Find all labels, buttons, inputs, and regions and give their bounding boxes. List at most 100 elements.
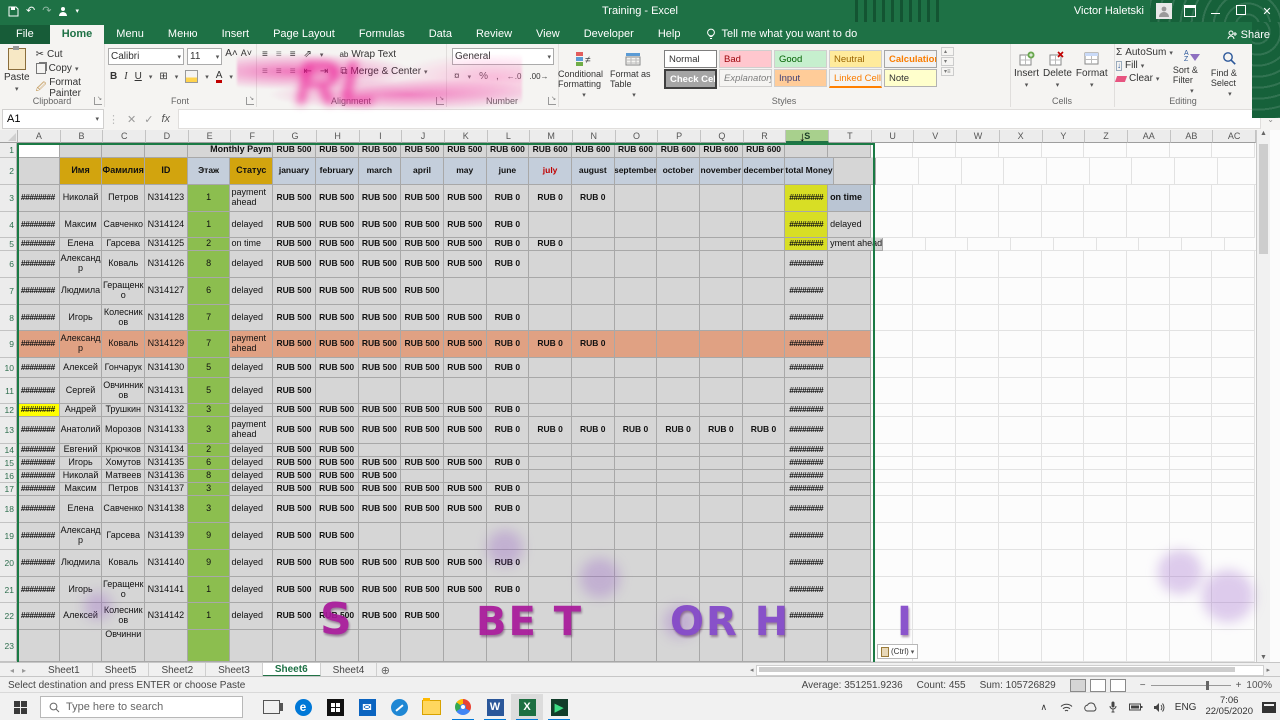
account-name[interactable]: Victor Haletski	[1073, 5, 1144, 17]
cell[interactable]	[1041, 496, 1085, 523]
cell-month[interactable]: RUB 0	[529, 238, 572, 251]
taskbar-app-chrome[interactable]	[447, 694, 479, 720]
header-month-may[interactable]: may	[443, 158, 487, 185]
cell[interactable]	[1132, 158, 1176, 185]
cell-month[interactable]	[529, 212, 572, 238]
cell-month[interactable]: RUB 0	[486, 251, 530, 278]
cell-month[interactable]: RUB 0	[486, 417, 530, 444]
cell-total[interactable]: ########	[785, 417, 829, 444]
rate-cell[interactable]: RUB 500	[401, 143, 444, 158]
cell-note[interactable]	[828, 358, 871, 378]
cell-month[interactable]	[742, 238, 786, 251]
increase-decimal-icon[interactable]: ←.0	[506, 72, 522, 81]
cell-id[interactable]: N314136	[145, 470, 188, 483]
cell-status[interactable]: delayed	[230, 603, 274, 630]
cell-id[interactable]: N314139	[145, 523, 188, 550]
cell-id[interactable]: N314133	[145, 417, 188, 444]
cell-month[interactable]	[742, 278, 786, 305]
cell-month[interactable]: RUB 500	[401, 457, 444, 470]
shrink-font-icon[interactable]: A˅	[240, 48, 252, 58]
cell-name[interactable]: Николай	[59, 185, 103, 212]
align-bottom-icon[interactable]: ≡	[289, 49, 296, 60]
zoom-out-icon[interactable]: −	[1139, 679, 1146, 691]
minimize-button[interactable]	[1208, 5, 1222, 17]
cell-month[interactable]: RUB 500	[443, 417, 487, 444]
cell-floor[interactable]: 1	[187, 212, 231, 238]
find-select-button[interactable]: Find & Select ▾	[1211, 47, 1249, 98]
cell[interactable]	[571, 630, 615, 662]
column-header-Z[interactable]: Z	[1085, 130, 1128, 143]
style-note[interactable]: Note	[884, 69, 937, 87]
cell-month[interactable]: RUB 500	[358, 278, 402, 305]
cell-status[interactable]: payment ahead	[230, 185, 274, 212]
cell[interactable]	[956, 603, 999, 630]
cell-month[interactable]	[700, 496, 743, 523]
cell[interactable]	[1169, 404, 1213, 417]
save-icon[interactable]	[8, 6, 19, 17]
cell-month[interactable]: RUB 500	[401, 238, 444, 251]
format-as-table-button[interactable]: Format as Table ▾	[610, 47, 658, 99]
cell-month[interactable]	[443, 378, 487, 404]
cell[interactable]	[870, 523, 914, 550]
cell-surname[interactable]: Петров	[102, 185, 146, 212]
cell[interactable]	[998, 630, 1042, 662]
cell[interactable]	[742, 630, 786, 662]
cell-id[interactable]: N314128	[145, 305, 188, 331]
cell-month[interactable]	[614, 305, 658, 331]
cell[interactable]	[913, 550, 957, 577]
cell-month[interactable]	[614, 378, 658, 404]
cell-id-overflow[interactable]: ########	[17, 550, 60, 577]
column-header-X[interactable]: X	[999, 130, 1043, 143]
style-bad[interactable]: Bad	[719, 50, 772, 68]
cell[interactable]	[998, 496, 1042, 523]
cell-month[interactable]: RUB 500	[315, 577, 359, 603]
cell[interactable]	[1169, 603, 1213, 630]
cell[interactable]	[1041, 143, 1085, 158]
cell[interactable]	[998, 305, 1042, 331]
cell-month[interactable]	[358, 378, 402, 404]
cell-surname[interactable]: Петров	[102, 483, 146, 496]
cell[interactable]	[870, 251, 914, 278]
cell-month[interactable]: RUB 500	[315, 470, 359, 483]
cell-month[interactable]: RUB 0	[529, 417, 572, 444]
borders-icon[interactable]: ⊞	[159, 71, 168, 82]
cell-month[interactable]	[529, 251, 572, 278]
cell-note[interactable]	[828, 523, 871, 550]
cell-surname[interactable]: Овчинни	[102, 630, 146, 662]
cell[interactable]	[230, 630, 274, 662]
cell-month[interactable]: RUB 500	[273, 417, 316, 444]
cell-month[interactable]: RUB 500	[401, 212, 444, 238]
cell-month[interactable]	[529, 305, 572, 331]
cell-surname[interactable]: Коваль	[102, 550, 146, 577]
cell[interactable]	[1212, 404, 1255, 417]
cell-total[interactable]: ########	[785, 278, 829, 305]
cell-month[interactable]: RUB 500	[401, 251, 444, 278]
cell[interactable]	[870, 278, 914, 305]
cell-name[interactable]: Александр	[59, 331, 103, 358]
cell-month[interactable]: RUB 500	[443, 404, 487, 417]
cell-month[interactable]: RUB 500	[315, 331, 359, 358]
cell[interactable]	[1084, 444, 1127, 457]
cell[interactable]	[1212, 577, 1255, 603]
cell[interactable]	[956, 550, 999, 577]
row-header-11[interactable]: 11	[0, 378, 17, 404]
cell-status[interactable]: delayed	[230, 523, 274, 550]
cell[interactable]	[59, 630, 103, 662]
cell-month[interactable]: RUB 500	[273, 470, 316, 483]
cell[interactable]	[1089, 158, 1133, 185]
cell-month[interactable]: RUB 500	[401, 278, 444, 305]
horizontal-scrollbar[interactable]: ◂ ▸	[750, 664, 1270, 676]
cell-month[interactable]	[529, 378, 572, 404]
qat-customize-icon[interactable]: ▾	[75, 8, 79, 15]
row-header-2[interactable]: 2	[0, 158, 17, 185]
row-header-19[interactable]: 19	[0, 523, 17, 550]
styles-scroll-up-icon[interactable]: ▴	[941, 47, 954, 56]
column-header-P[interactable]: P	[658, 130, 701, 143]
cell-name[interactable]: Людмила	[59, 278, 103, 305]
cell-month[interactable]	[614, 212, 658, 238]
cell[interactable]	[1126, 404, 1170, 417]
cell-month[interactable]	[571, 577, 615, 603]
header-month-november[interactable]: november	[700, 158, 743, 185]
cell-status[interactable]: delayed	[230, 457, 274, 470]
cell-month[interactable]	[657, 331, 700, 358]
